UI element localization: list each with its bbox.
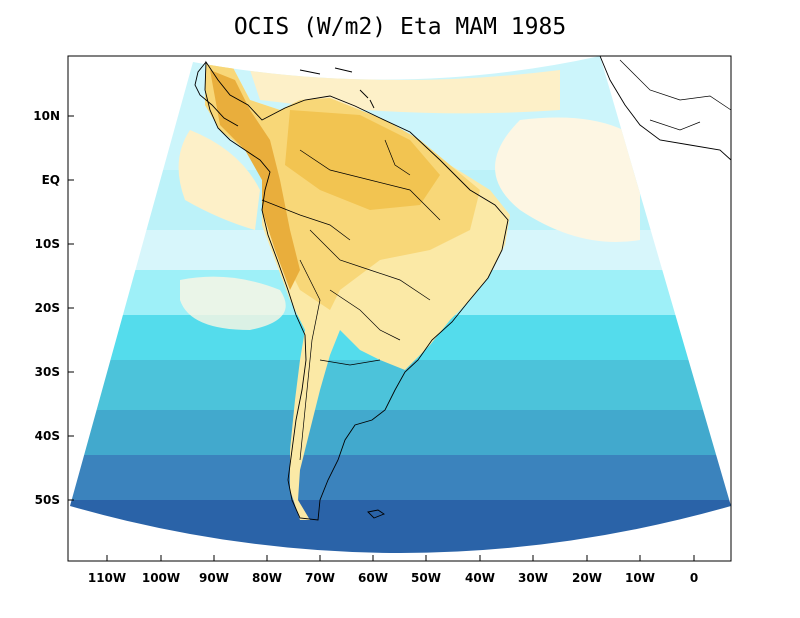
caribbean-islands <box>299 67 375 109</box>
country-borders <box>261 59 731 461</box>
amazon-core <box>285 110 440 210</box>
south-america-coast <box>204 60 509 521</box>
band-blue <box>70 455 731 500</box>
band-deep-blue <box>70 500 731 553</box>
central-america-coast <box>194 61 239 127</box>
x-tick-40w: 40W <box>465 571 495 585</box>
x-tick-30w: 30W <box>518 571 548 585</box>
cream-patch-atlantic <box>495 117 640 242</box>
x-tick-60w: 60W <box>358 571 388 585</box>
x-tick-90w: 90W <box>199 571 229 585</box>
pacific-yellow-tongue <box>178 130 260 230</box>
cream-patch-pacific <box>180 276 286 330</box>
x-tick-10w: 10W <box>625 571 655 585</box>
y-tick-eq: EQ <box>42 173 60 187</box>
x-axis: 110W 100W 90W 80W 70W 60W 50W 40W 30W 20… <box>88 555 698 585</box>
ocis-field <box>70 56 731 553</box>
y-tick-30s: 30S <box>35 365 60 379</box>
x-tick-50w: 50W <box>411 571 441 585</box>
x-tick-110w: 110W <box>88 571 126 585</box>
y-tick-10s: 10S <box>35 237 60 251</box>
coastlines <box>194 56 731 521</box>
y-tick-10n: 10N <box>33 109 60 123</box>
falklands <box>367 509 385 519</box>
x-tick-20w: 20W <box>572 571 602 585</box>
y-axis: 10N EQ 10S 20S 30S 40S 50S <box>33 109 74 507</box>
x-tick-80w: 80W <box>252 571 282 585</box>
y-tick-50s: 50S <box>35 493 60 507</box>
y-tick-20s: 20S <box>35 301 60 315</box>
africa-coast <box>599 56 731 161</box>
x-tick-100w: 100W <box>142 571 180 585</box>
map-title: OCIS (W/m2) Eta MAM 1985 <box>233 14 567 40</box>
x-tick-70w: 70W <box>305 571 335 585</box>
band-mid-blue <box>70 410 731 455</box>
andes-orange <box>210 70 300 290</box>
y-tick-40s: 40S <box>35 429 60 443</box>
band-teal <box>70 360 731 410</box>
x-tick-0: 0 <box>690 571 698 585</box>
